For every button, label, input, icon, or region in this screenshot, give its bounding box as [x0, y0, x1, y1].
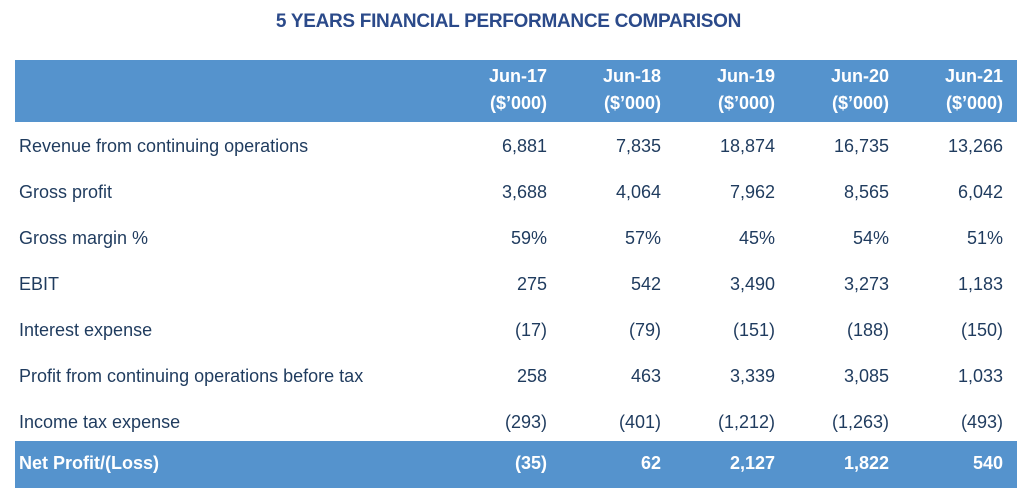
cell-value: 62 [640, 453, 661, 473]
cell-value: (188) [846, 320, 889, 340]
column-header-unit: ($’000) [945, 93, 1003, 113]
cell-value: (150) [960, 320, 1003, 340]
cell-value: 3,688 [501, 182, 547, 202]
cell-value: 8,565 [843, 182, 889, 202]
row-label: EBIT [19, 274, 60, 294]
cell-value: 57% [624, 228, 661, 248]
cell-value: 16,735 [833, 136, 889, 156]
column-header-period: Jun-17 [488, 66, 547, 86]
cell-value: (493) [960, 412, 1003, 432]
table-row: Gross margin % 59% 57% 45% 54% 51% [0, 216, 1017, 262]
cell-value: 59% [510, 228, 547, 248]
column-header-period: Jun-20 [830, 66, 889, 86]
cell-value: 258 [516, 366, 547, 386]
column-header-unit: ($’000) [717, 93, 775, 113]
page-title: 5 YEARS FINANCIAL PERFORMANCE COMPARISON [275, 11, 742, 32]
cell-value: (17) [514, 320, 547, 340]
column-header-unit: ($’000) [831, 93, 889, 113]
table-row: Gross profit 3,688 4,064 7,962 8,565 6,042 [0, 170, 1017, 216]
cell-value: (1,212) [717, 412, 775, 432]
cell-value: 275 [516, 274, 547, 294]
column-header-unit: ($’000) [489, 93, 547, 113]
cell-value: 3,085 [843, 366, 889, 386]
cell-value: 13,266 [947, 136, 1003, 156]
cell-value: 2,127 [729, 453, 775, 473]
cell-value: 1,183 [957, 274, 1003, 294]
cell-value: 18,874 [719, 136, 775, 156]
cell-value: 7,835 [615, 136, 661, 156]
cell-value: 3,490 [729, 274, 775, 294]
row-label: Revenue from continuing operations [19, 136, 309, 156]
table-row: Profit from continuing operations before… [0, 354, 1017, 400]
column-header-period: Jun-18 [602, 66, 661, 86]
cell-value: 463 [630, 366, 661, 386]
table-row: Income tax expense (293) (401) (1,212) (1,26… [0, 400, 1017, 446]
cell-value: 3,339 [729, 366, 775, 386]
cell-value: (151) [732, 320, 775, 340]
cell-value: 1,033 [957, 366, 1003, 386]
cell-value: 45% [738, 228, 775, 248]
cell-value: 1,822 [843, 453, 889, 473]
cell-value: 54% [852, 228, 889, 248]
cell-value: 4,064 [615, 182, 661, 202]
table-header [15, 60, 1017, 122]
cell-value: 7,962 [729, 182, 775, 202]
column-header-unit: ($’000) [603, 93, 661, 113]
cell-value: (293) [504, 412, 547, 432]
cell-value: 3,273 [843, 274, 889, 294]
table-row: EBIT 275 542 3,490 3,273 1,183 [0, 262, 1017, 308]
row-label: Income tax expense [19, 412, 181, 432]
row-label: Profit from continuing operations before… [19, 366, 364, 386]
row-label: Gross profit [19, 182, 113, 202]
row-label: Gross margin % [19, 228, 149, 248]
table-row: Interest expense (17) (79) (151) (188) (150) [0, 308, 1017, 354]
cell-value: (401) [618, 412, 661, 432]
cell-value: 542 [630, 274, 661, 294]
cell-value: 51% [966, 228, 1003, 248]
cell-value: 540 [972, 453, 1003, 473]
net-profit-band [15, 441, 1017, 488]
table-row: Revenue from continuing operations 6,881 7… [0, 124, 1017, 170]
cell-value: (1,263) [831, 412, 889, 432]
row-label: Interest expense [19, 320, 153, 340]
cell-value: (35) [514, 453, 547, 473]
cell-value: (79) [628, 320, 661, 340]
row-label: Net Profit/(Loss) [19, 453, 160, 473]
cell-value: 6,042 [957, 182, 1003, 202]
cell-value: 6,881 [501, 136, 547, 156]
column-header-period: Jun-21 [944, 66, 1003, 86]
column-header-period: Jun-19 [716, 66, 775, 86]
net-profit-row: Net Profit/(Loss) (35) 62 2,127 1,822 54… [0, 441, 1017, 487]
